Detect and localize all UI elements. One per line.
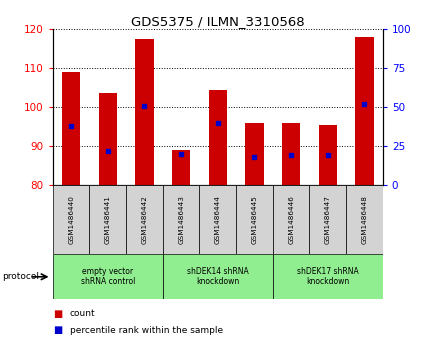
Text: ■: ■ <box>53 309 62 319</box>
Bar <box>209 90 227 185</box>
Bar <box>126 185 163 254</box>
Bar <box>89 185 126 254</box>
Text: percentile rank within the sample: percentile rank within the sample <box>70 326 223 335</box>
Bar <box>136 39 154 185</box>
Text: GSM1486442: GSM1486442 <box>142 195 147 244</box>
Text: empty vector
shRNA control: empty vector shRNA control <box>81 267 135 286</box>
Bar <box>309 185 346 254</box>
Bar <box>53 185 89 254</box>
Text: count: count <box>70 310 95 318</box>
Text: GSM1486444: GSM1486444 <box>215 195 221 244</box>
Text: GSM1486447: GSM1486447 <box>325 195 331 244</box>
Text: GSM1486441: GSM1486441 <box>105 195 111 244</box>
Bar <box>199 185 236 254</box>
Bar <box>273 254 383 299</box>
Bar <box>163 254 273 299</box>
Bar <box>319 125 337 185</box>
Text: shDEK17 shRNA
knockdown: shDEK17 shRNA knockdown <box>297 267 359 286</box>
Bar <box>163 185 199 254</box>
Bar <box>172 150 191 185</box>
Bar <box>246 123 264 185</box>
Bar <box>99 93 117 185</box>
Text: ■: ■ <box>53 325 62 335</box>
Text: GSM1486446: GSM1486446 <box>288 195 294 244</box>
Text: GSM1486443: GSM1486443 <box>178 195 184 244</box>
Text: GSM1486445: GSM1486445 <box>252 195 257 244</box>
Title: GDS5375 / ILMN_3310568: GDS5375 / ILMN_3310568 <box>131 15 304 28</box>
Text: protocol: protocol <box>2 272 39 281</box>
Text: shDEK14 shRNA
knockdown: shDEK14 shRNA knockdown <box>187 267 249 286</box>
Bar <box>236 185 273 254</box>
Text: GSM1486448: GSM1486448 <box>362 195 367 244</box>
Bar <box>273 185 309 254</box>
Bar <box>282 123 300 185</box>
Text: GSM1486440: GSM1486440 <box>68 195 74 244</box>
Bar <box>346 185 383 254</box>
Bar <box>53 254 163 299</box>
Bar <box>356 37 374 185</box>
Bar <box>62 72 81 185</box>
